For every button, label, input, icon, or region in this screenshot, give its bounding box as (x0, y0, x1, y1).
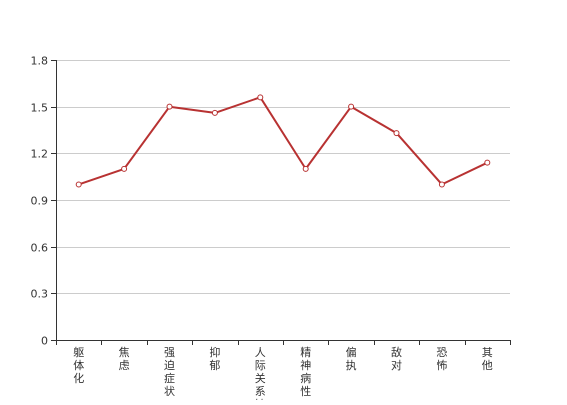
data-point-5[interactable] (302, 165, 309, 172)
y-tick-labels: 0 0.3 0.6 0.9 1.2 1.5 1.8 (31, 55, 49, 348)
series-line-0 (78, 96, 488, 186)
data-point-7[interactable] (393, 130, 400, 137)
y-tick-label-6: 1.8 (31, 55, 49, 68)
data-point-4[interactable] (257, 94, 264, 101)
data-point-1[interactable] (121, 165, 128, 172)
y-tick-label-3: 0.9 (31, 195, 49, 208)
data-point-8[interactable] (438, 181, 445, 188)
x-tick-label-3: 抑郁 (209, 345, 220, 372)
x-tick-label-7: 敌对 (391, 345, 402, 372)
x-tick-label-4: 人际关系敏 (255, 346, 266, 400)
x-tick-label-2: 强迫症状 (164, 346, 175, 398)
axis-layer (51, 60, 511, 345)
y-tick-label-5: 1.5 (31, 102, 49, 115)
data-point-9[interactable] (484, 159, 491, 166)
data-point-0[interactable] (75, 181, 82, 188)
grid-layer (56, 60, 510, 294)
y-tick-label-4: 1.2 (31, 148, 49, 161)
x-tick-label-6: 偏执 (346, 345, 357, 372)
x-tick-labels: 躯体化 焦虑 强迫症状 抑郁 人际关系敏 精神病性 偏执 敌对 恐怖 其他 (73, 345, 493, 405)
x-tick-label-0: 躯体化 (73, 346, 84, 385)
y-tick-label-1: 0.3 (31, 288, 49, 301)
y-tick-label-2: 0.6 (31, 242, 49, 255)
x-tick-label-5: 精神病性 (300, 346, 311, 398)
x-tick-label-8: 恐怖 (436, 346, 447, 372)
x-tick-label-1: 焦虑 (119, 346, 130, 372)
series-layer (75, 94, 491, 188)
data-point-6[interactable] (348, 103, 355, 110)
data-point-2[interactable] (166, 103, 173, 110)
y-tick-label-0: 0 (41, 335, 48, 348)
x-tick-label-9: 其他 (482, 346, 493, 372)
data-point-3[interactable] (211, 109, 218, 116)
